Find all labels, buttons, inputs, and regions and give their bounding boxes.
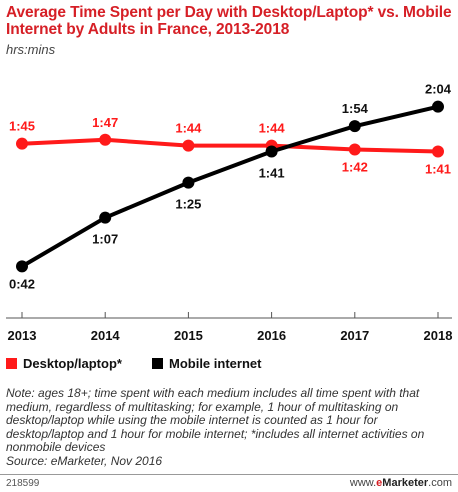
chart-id: 218599 xyxy=(6,478,40,489)
data-point-desktop-2017 xyxy=(348,143,361,156)
data-point-mobile-2015 xyxy=(182,176,195,189)
legend-swatch-mobile xyxy=(152,358,163,369)
brand-e: e xyxy=(376,477,383,489)
data-label-mobile-2015: 1:25 xyxy=(175,197,201,212)
source-text: Source: eMarketer, Nov 2016 xyxy=(6,453,163,468)
data-point-desktop-2014 xyxy=(99,133,112,146)
x-tick-label-2015: 2015 xyxy=(174,328,203,343)
series-line-desktop xyxy=(20,137,440,154)
x-tick-label-2017: 2017 xyxy=(340,328,369,343)
chart-subtitle: hrs:mins xyxy=(6,42,56,57)
series-line-mobile xyxy=(20,104,440,269)
data-point-desktop-2013 xyxy=(16,137,28,150)
data-point-mobile-2018 xyxy=(432,100,444,113)
brand-marketer: Marketer xyxy=(382,477,429,489)
data-label-desktop-2015: 1:44 xyxy=(175,121,202,136)
chart-title: Average Time Spent per Day with Desktop/… xyxy=(6,4,452,38)
data-point-mobile-2014 xyxy=(99,211,112,224)
footer-divider xyxy=(0,474,458,475)
data-label-desktop-2017: 1:42 xyxy=(342,160,368,175)
x-tick-label-2014: 2014 xyxy=(91,328,121,343)
legend-item-mobile: Mobile internet xyxy=(152,356,261,371)
data-label-mobile-2013: 0:42 xyxy=(9,276,35,291)
note-text: Note: ages 18+; time spent with each med… xyxy=(6,386,425,454)
x-tick-label-2018: 2018 xyxy=(424,328,453,343)
data-label-mobile-2016: 1:41 xyxy=(259,165,285,180)
data-label-mobile-2014: 1:07 xyxy=(92,232,118,247)
data-label-desktop-2016: 1:44 xyxy=(259,121,286,136)
chart-note: Note: ages 18+; time spent with each med… xyxy=(6,386,454,468)
x-tick-label-2016: 2016 xyxy=(257,328,286,343)
data-label-mobile-2017: 1:54 xyxy=(342,101,369,116)
data-label-desktop-2013: 1:45 xyxy=(9,119,35,134)
plot-area: 2013 2014 2015 2016 2017 2018 1:45 1:47 1:44 1:44… xyxy=(6,82,452,343)
brand-suffix: .com xyxy=(428,477,452,489)
data-point-desktop-2015 xyxy=(182,139,195,152)
data-label-desktop-2014: 1:47 xyxy=(92,115,118,130)
legend-swatch-desktop xyxy=(6,358,17,369)
data-point-mobile-2016 xyxy=(265,145,278,158)
x-tick-label-2013: 2013 xyxy=(8,328,37,343)
legend-label-desktop: Desktop/laptop* xyxy=(23,356,122,371)
data-label-mobile-2018: 2:04 xyxy=(425,82,452,97)
data-point-mobile-2017 xyxy=(348,120,361,133)
data-label-desktop-2018: 1:41 xyxy=(425,161,451,176)
brand-logo: www.eMarketer.com xyxy=(350,477,452,489)
brand-prefix: www. xyxy=(349,477,377,489)
legend-item-desktop: Desktop/laptop* xyxy=(6,356,122,371)
legend-label-mobile: Mobile internet xyxy=(169,356,262,371)
data-point-desktop-2018 xyxy=(432,145,444,158)
data-point-mobile-2013 xyxy=(16,260,28,273)
